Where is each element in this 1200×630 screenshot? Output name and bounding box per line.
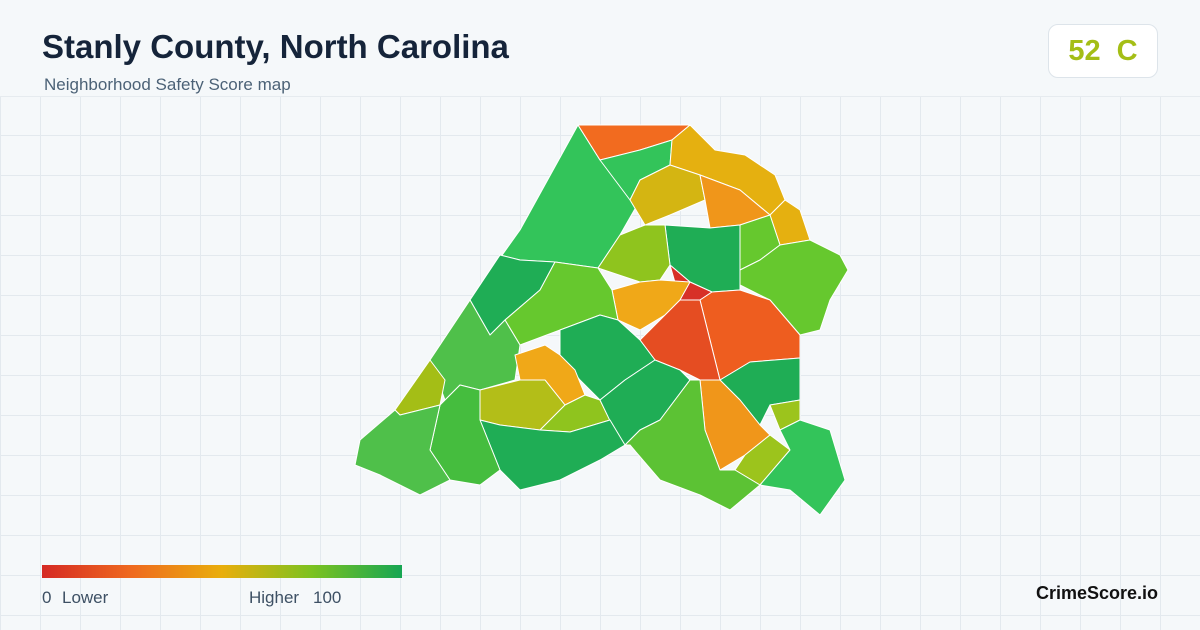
legend-max-label: Higher	[249, 588, 300, 607]
region	[611, 279, 691, 331]
region	[759, 419, 846, 516]
region	[624, 379, 761, 511]
score-badge: 52 C	[1048, 24, 1158, 78]
region	[597, 224, 671, 283]
subtitle: Neighborhood Safety Score map	[44, 75, 291, 94]
score-value: 52	[1068, 34, 1101, 67]
legend-max: 100	[313, 588, 342, 607]
title: Stanly County, North Carolina	[42, 28, 509, 65]
region	[354, 404, 451, 496]
legend-min-label: Lower	[62, 588, 109, 607]
legend-gradient	[42, 565, 402, 578]
region	[479, 419, 626, 491]
legend-min: 0	[42, 588, 52, 607]
header: Stanly County, North Carolina Neighborho…	[0, 0, 1200, 97]
score-grade: C	[1116, 34, 1138, 67]
region	[739, 239, 849, 336]
brand: CrimeScore.io	[1035, 583, 1158, 603]
